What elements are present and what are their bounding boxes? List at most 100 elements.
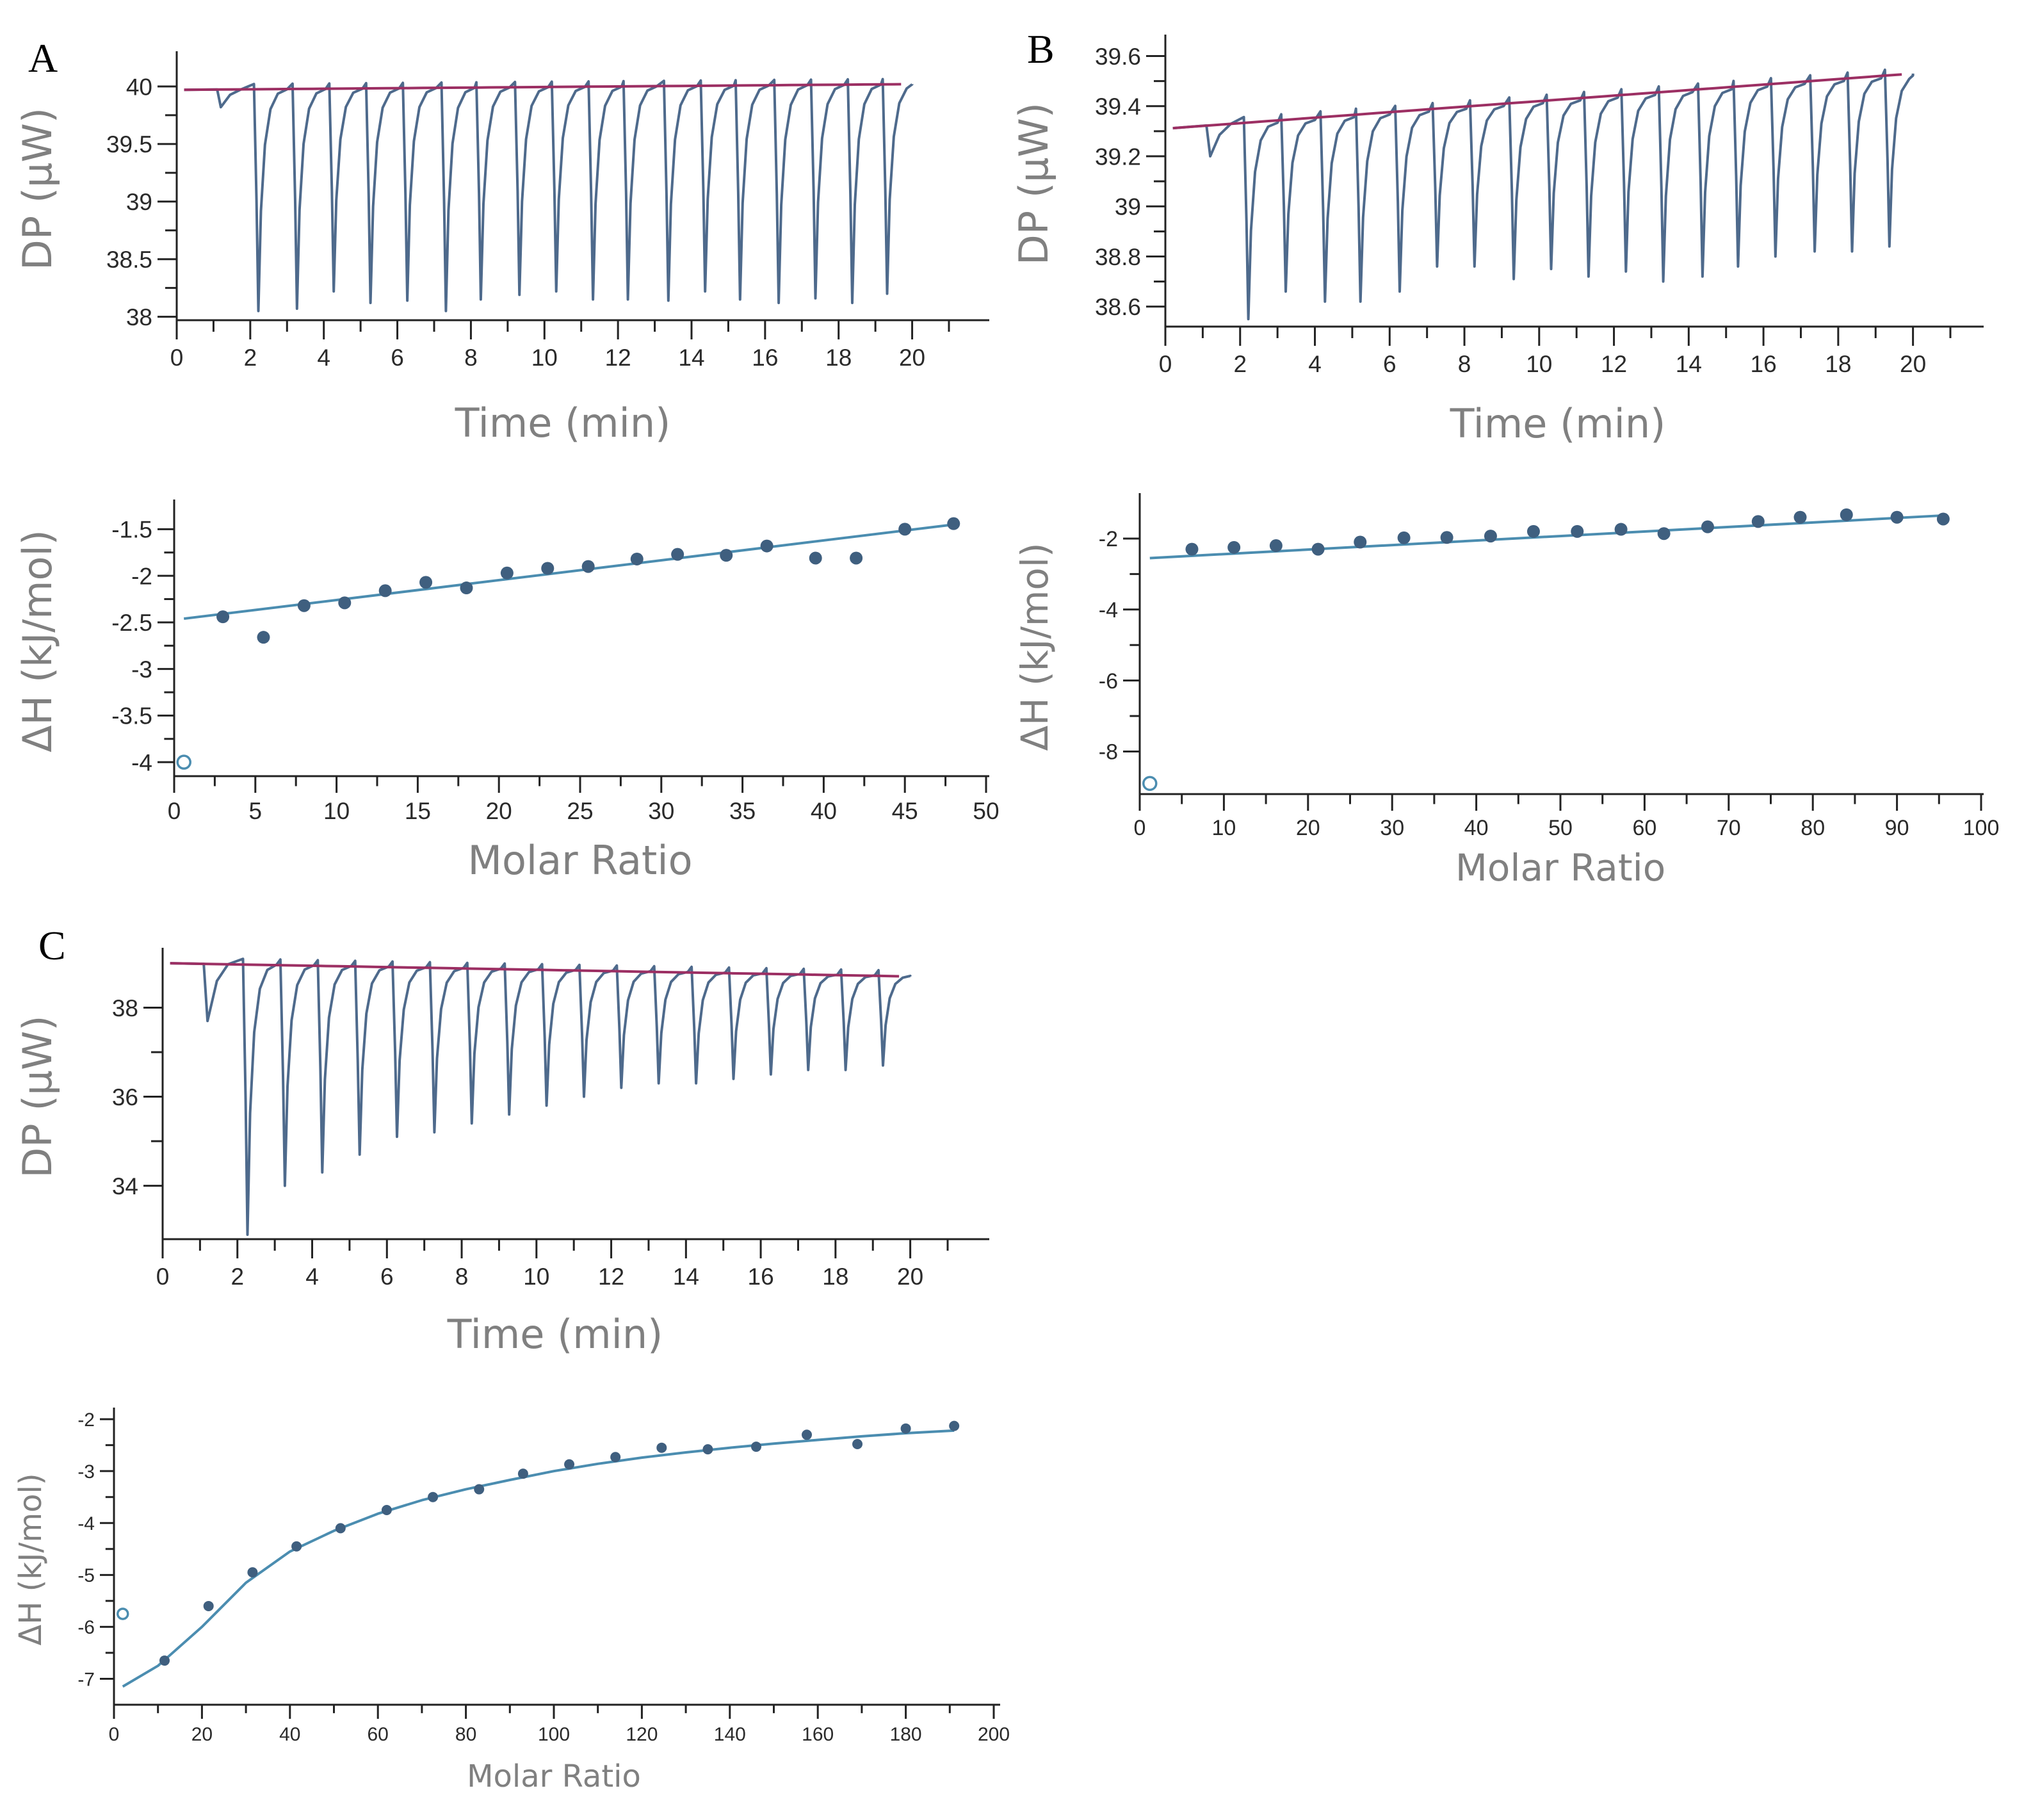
data-point-B-bottom <box>1397 531 1411 544</box>
x-tick-label-a-bottom: 0 <box>168 798 181 824</box>
data-point-A-bottom <box>419 576 433 589</box>
data-point-C-bottom <box>428 1491 439 1502</box>
data-point-B-bottom <box>1354 535 1367 549</box>
data-point-B-bottom <box>1440 531 1453 544</box>
data-point-C-bottom <box>564 1459 575 1470</box>
y-tick-label-a-bottom: -3.5 <box>111 703 152 729</box>
x-tick-label-c-top: 6 <box>380 1263 394 1290</box>
y-tick-label-a-bottom: -2.5 <box>111 610 152 636</box>
y-axis-title-c-bottom: ΔH (kJ/mol) <box>13 1473 49 1645</box>
dp-trace-a-top <box>184 77 914 313</box>
chart-b-top: 0 2 4 6 8 10 12 14 16 18 20 38.6 38.8 39 39.2 39.4 39.6 T… <box>1010 35 1984 447</box>
y-tick-label-c-bottom: -5 <box>77 1565 95 1586</box>
data-point-C-bottom <box>291 1541 302 1552</box>
y-tick-label-c-bottom: -3 <box>77 1461 95 1483</box>
data-point-C-bottom <box>203 1600 214 1611</box>
data-point-C-bottom <box>335 1523 346 1534</box>
data-point-C-bottom <box>517 1468 528 1479</box>
data-point-C-bottom <box>159 1655 170 1666</box>
x-tick-label-b-top: 12 <box>1601 351 1627 377</box>
data-point-B-bottom <box>1185 542 1199 556</box>
data-point-C-bottom <box>474 1484 485 1495</box>
x-tick-label-b-top: 16 <box>1751 351 1777 377</box>
data-point-A-bottom <box>947 517 960 530</box>
x-tick-label-b-bottom: 10 <box>1211 816 1236 840</box>
data-point-C-bottom <box>247 1567 258 1578</box>
y-tick-label-a-top: 38 <box>126 304 152 330</box>
x-tick-label-a-top: 4 <box>317 345 330 371</box>
x-tick-label-c-bottom: 40 <box>279 1724 300 1745</box>
y-tick-label-a-bottom: -2 <box>131 563 152 589</box>
data-point-C-bottom <box>381 1504 392 1515</box>
data-point-A-bottom <box>378 584 392 597</box>
y-tick-label-b-top: 38.6 <box>1095 294 1141 320</box>
x-axis-title-a-bottom: Molar Ratio <box>467 837 692 884</box>
panel-label-a: A <box>28 35 58 81</box>
x-tick-label-b-bottom: 90 <box>1885 816 1909 840</box>
y-tick-label-c-bottom: -7 <box>77 1669 95 1690</box>
x-tick-label-b-top: 4 <box>1308 351 1322 377</box>
y-axis-title-a-top: DP (μW) <box>14 108 61 270</box>
data-point-A-bottom <box>338 596 352 610</box>
data-point-B-bottom <box>1571 524 1584 538</box>
x-tick-label-a-top: 2 <box>244 345 257 371</box>
x-axis-title-a-top: Time (min) <box>455 400 671 446</box>
y-tick-label-c-bottom: -6 <box>77 1617 95 1638</box>
y-tick-label-c-bottom: -4 <box>77 1513 95 1534</box>
y-axis-title-b-top: DP (μW) <box>1010 102 1057 265</box>
y-tick-label-b-bottom: -2 <box>1099 527 1118 551</box>
data-point-B-bottom <box>1840 508 1853 521</box>
x-tick-label-b-bottom: 30 <box>1380 816 1404 840</box>
data-point-C-bottom <box>702 1444 713 1455</box>
x-tick-label-c-top: 0 <box>156 1263 170 1290</box>
y-tick-label-b-bottom: -8 <box>1099 740 1118 765</box>
data-point-C-bottom <box>656 1442 667 1453</box>
data-point-A-bottom <box>630 552 644 565</box>
data-point-C-bottom <box>949 1420 960 1431</box>
data-point-A-bottom <box>581 560 595 573</box>
y-tick-label-b-bottom: -4 <box>1099 598 1118 622</box>
fit-line-B-bottom <box>1149 514 1943 560</box>
x-tick-label-a-bottom: 10 <box>323 798 350 824</box>
x-tick-label-c-bottom: 0 <box>109 1724 120 1745</box>
y-tick-label-a-top: 39.5 <box>106 131 152 158</box>
x-tick-label-c-bottom: 20 <box>191 1724 213 1745</box>
fit-curve-C-bottom <box>122 1429 955 1688</box>
chart-c-bottom: 0 20 40 60 80 100 120 140 160 180 200 -7 -6 -5 -4 -3 -2 M… <box>13 1408 1010 1794</box>
x-tick-label-c-bottom: 140 <box>714 1724 746 1745</box>
dp-trace-b-top <box>1172 69 1915 321</box>
x-tick-label-c-top: 4 <box>305 1263 319 1290</box>
data-point-C-bottom <box>852 1439 863 1450</box>
data-point-A-bottom <box>216 610 230 624</box>
x-tick-label-b-top: 6 <box>1383 351 1397 377</box>
x-tick-label-a-top: 18 <box>825 345 852 371</box>
data-point-B-bottom <box>1751 515 1765 528</box>
data-point-C-bottom <box>900 1423 911 1434</box>
x-tick-label-b-bottom: 20 <box>1296 816 1320 840</box>
x-tick-label-b-top: 0 <box>1159 351 1172 377</box>
fit-line-A-bottom <box>183 523 954 621</box>
data-point-B-bottom <box>1657 527 1671 540</box>
x-tick-label-a-bottom: 50 <box>973 798 999 824</box>
data-point-B-bottom <box>1936 512 1950 526</box>
x-tick-label-a-bottom: 35 <box>729 798 756 824</box>
y-tick-label-a-top: 40 <box>126 74 152 100</box>
x-tick-label-a-bottom: 20 <box>486 798 512 824</box>
data-point-A-bottom <box>898 523 912 536</box>
data-point-A-bottom <box>460 581 473 595</box>
x-tick-label-c-bottom: 80 <box>455 1724 476 1745</box>
data-point-B-bottom <box>1227 540 1241 554</box>
x-axis-title-b-bottom: Molar Ratio <box>1455 846 1665 890</box>
data-point-A-bottom <box>257 631 270 644</box>
x-tick-label-a-top: 6 <box>391 345 404 371</box>
x-tick-label-c-top: 18 <box>822 1263 848 1290</box>
x-tick-label-a-top: 14 <box>678 345 704 371</box>
data-point-A-bottom <box>809 551 822 565</box>
y-tick-label-b-top: 39.4 <box>1095 93 1141 120</box>
x-tick-label-a-top: 10 <box>531 345 558 371</box>
x-tick-label-b-top: 14 <box>1676 351 1702 377</box>
data-point-A-bottom <box>541 562 555 575</box>
data-point-B-bottom <box>1890 510 1904 524</box>
